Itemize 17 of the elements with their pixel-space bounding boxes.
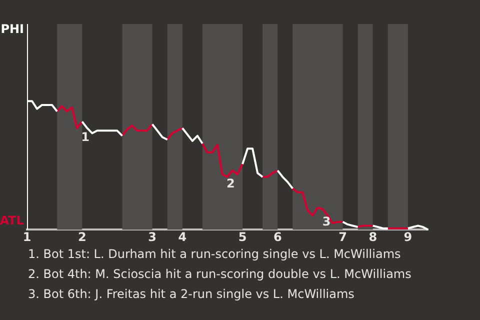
x-tick-label: 5 bbox=[238, 230, 247, 244]
x-tick-label: 3 bbox=[148, 230, 156, 244]
x-tick-label: 1 bbox=[22, 230, 32, 244]
x-tick-label: 7 bbox=[338, 230, 347, 244]
annotation: 1 bbox=[81, 130, 90, 144]
annotation: 3 bbox=[322, 214, 331, 229]
text: 1. Bot 1st: L. Durham hit a run-scoring single vs L. McWilliams bbox=[28, 246, 402, 263]
x-tick-label: 9 bbox=[404, 230, 412, 244]
text: 3. Bot 6th: J. Freitas hit a 2-run single vs L. McWilliams bbox=[28, 286, 356, 303]
x-tick-label: 2 bbox=[78, 230, 86, 244]
text: ATL bbox=[0, 214, 24, 228]
annotation: 2 bbox=[226, 176, 235, 190]
x-tick-label: 6 bbox=[273, 230, 282, 244]
x-tick-label: 4 bbox=[178, 230, 187, 244]
x-tick-label: 8 bbox=[368, 230, 378, 244]
text: 2. Bot 4th: M. Scioscia hit a run-scoring double vs L. McWilliams bbox=[28, 266, 412, 283]
text: PHI bbox=[0, 22, 24, 36]
